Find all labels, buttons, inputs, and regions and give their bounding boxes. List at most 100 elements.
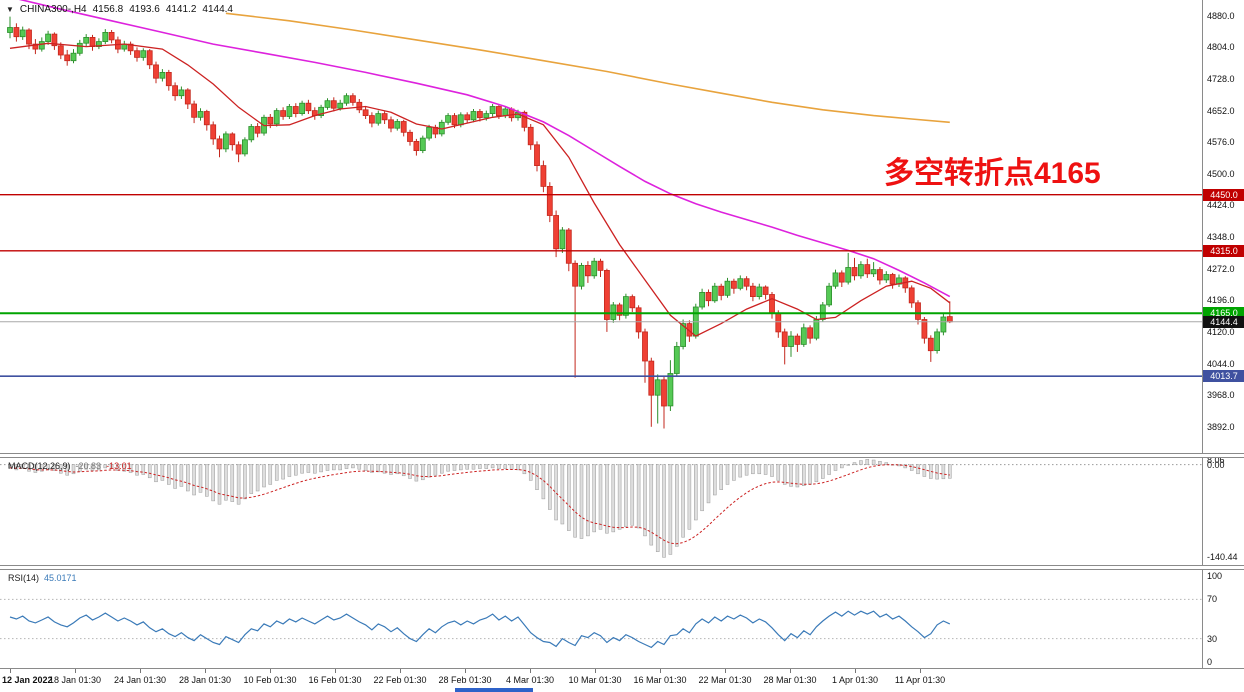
macd-bar xyxy=(268,464,273,485)
macd-bar xyxy=(941,464,946,480)
candle-body xyxy=(305,102,312,112)
time-axis-tick xyxy=(660,669,661,673)
candle-body xyxy=(330,100,337,109)
macd-bar xyxy=(376,464,381,473)
bottom-accent-bar xyxy=(455,688,533,692)
time-axis-label: 10 Feb 01:30 xyxy=(243,675,297,685)
macd-bar xyxy=(262,464,266,488)
symbol-dropdown-icon[interactable]: ▼ xyxy=(6,5,14,14)
macd-bar xyxy=(592,464,596,533)
candle-body xyxy=(407,131,413,142)
candle-body xyxy=(343,95,350,104)
macd-bar xyxy=(167,464,171,485)
candle-body xyxy=(705,291,712,302)
macd-bar xyxy=(338,464,342,471)
time-axis-tick xyxy=(790,669,791,673)
macd-bar xyxy=(90,464,95,471)
price-axis-label: 4728.0 xyxy=(1207,74,1235,84)
rsi-line xyxy=(9,610,951,649)
candle-body xyxy=(845,267,852,283)
macd-bar xyxy=(649,464,654,546)
macd-bar xyxy=(421,464,425,481)
candle-body xyxy=(426,126,433,139)
price-axis-label: 4120.0 xyxy=(1207,327,1235,337)
macd-bar xyxy=(382,464,387,474)
candle-body xyxy=(826,285,832,306)
macd-bar xyxy=(643,464,647,537)
candle-body xyxy=(140,50,147,58)
macd-bar xyxy=(249,464,254,494)
candle-body xyxy=(673,346,680,374)
macd-bar xyxy=(78,464,82,472)
price-axis[interactable]: 4450.0 4315.0 4013.7 4165.0 4144.4 4880.0 4804… xyxy=(1202,0,1244,668)
macd-bar xyxy=(408,464,412,479)
ma-fast-line xyxy=(9,42,951,337)
panel-separator[interactable] xyxy=(0,565,1244,570)
macd-panel-canvas[interactable] xyxy=(0,458,1202,565)
macd-bar xyxy=(236,464,241,505)
candle-body xyxy=(743,278,750,287)
candle-body xyxy=(832,272,839,287)
time-axis[interactable]: 12 Jan 2022 18 Jan 01:30 24 Jan 01:30 28 Ja… xyxy=(0,668,1244,692)
candle-body xyxy=(610,304,617,320)
candle-body xyxy=(838,272,845,283)
candle-body xyxy=(108,32,115,41)
candle-body xyxy=(413,140,420,151)
annotation-text[interactable]: 多空转折点4165 xyxy=(884,157,1101,190)
ohlc-high: 4193.6 xyxy=(129,4,160,15)
macd-bar xyxy=(725,464,730,485)
macd-bar xyxy=(662,464,666,558)
candle-body xyxy=(83,37,90,44)
macd-bar xyxy=(135,464,139,476)
macd-bar xyxy=(528,464,533,481)
candle-body xyxy=(400,121,407,133)
candle-body xyxy=(724,280,731,296)
candle-body xyxy=(318,106,325,117)
time-axis-tick xyxy=(920,669,921,673)
candle-body xyxy=(96,41,102,47)
rsi-panel-canvas[interactable] xyxy=(0,570,1202,668)
macd-indicator-label: MACD(12,26,9) -20.83 -13.01 xyxy=(8,461,137,471)
macd-bar xyxy=(713,464,717,496)
macd-bar xyxy=(681,464,685,538)
macd-bar xyxy=(509,464,514,470)
panel-separator[interactable] xyxy=(0,453,1244,458)
main-chart-canvas[interactable] xyxy=(0,0,1202,453)
candle-body xyxy=(197,111,204,118)
time-axis-tick xyxy=(465,669,466,673)
macd-bar xyxy=(274,464,279,481)
candle-body xyxy=(45,33,51,42)
candle-body xyxy=(445,115,452,123)
macd-bar xyxy=(97,464,101,471)
macd-bar xyxy=(224,464,228,501)
macd-bar xyxy=(636,464,641,529)
candle-body xyxy=(464,114,471,121)
candle-body xyxy=(210,124,217,140)
price-axis-label: 4652.0 xyxy=(1207,106,1235,116)
time-axis-label: 16 Feb 01:30 xyxy=(308,675,362,685)
macd-bar xyxy=(865,459,870,465)
macd-bar xyxy=(192,464,196,496)
macd-bar xyxy=(154,464,158,483)
macd-bar xyxy=(630,464,635,526)
candle-body xyxy=(388,119,394,129)
macd-bar xyxy=(65,464,69,476)
macd-bar xyxy=(459,464,463,471)
candle-body xyxy=(921,319,928,339)
candle-body xyxy=(146,50,153,66)
macd-bar xyxy=(548,464,552,510)
macd-axis-label: -140.44 xyxy=(1207,552,1238,562)
time-axis-label: 22 Feb 01:30 xyxy=(373,675,427,685)
candle-body xyxy=(635,307,642,333)
macd-bar xyxy=(205,464,209,497)
time-axis-tick xyxy=(725,669,726,673)
macd-bar xyxy=(675,464,679,547)
macd-bar xyxy=(471,464,476,470)
macd-bar xyxy=(770,464,774,477)
macd-bar xyxy=(935,464,939,480)
macd-bar xyxy=(255,464,260,492)
macd-bar xyxy=(763,464,768,475)
macd-bar xyxy=(700,464,704,512)
ohlc-open: 4156.8 xyxy=(92,4,124,15)
price-axis-label: 4500.0 xyxy=(1207,169,1235,179)
